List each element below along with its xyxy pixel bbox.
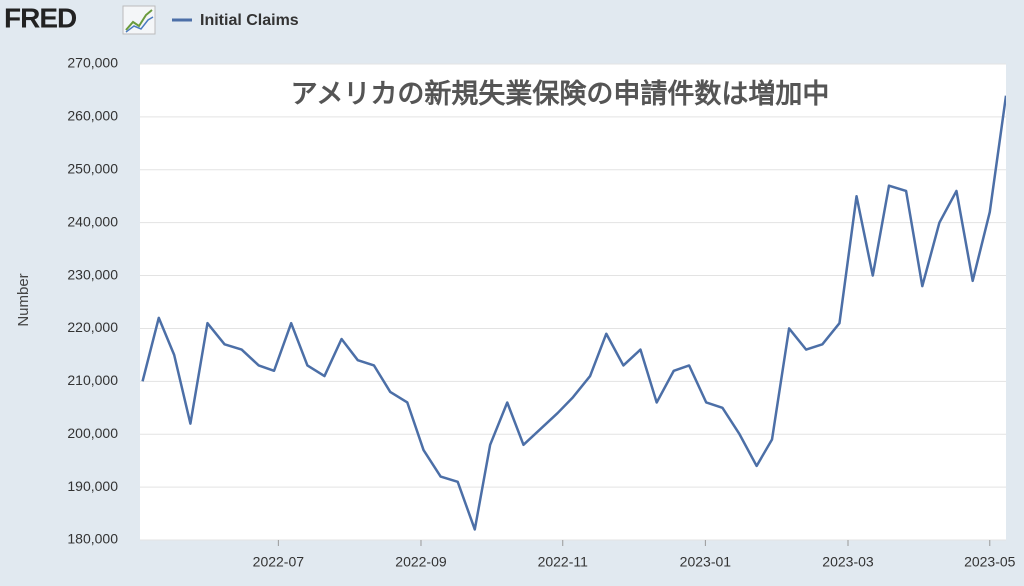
y-tick-label: 200,000 <box>67 425 118 441</box>
logo-icon <box>122 5 156 35</box>
x-tick-label: 2023-05 <box>964 554 1016 570</box>
y-tick-label: 230,000 <box>67 266 118 282</box>
series-line <box>141 95 1006 531</box>
x-tick-label: 2022-11 <box>538 554 589 570</box>
y-tick-label: 250,000 <box>67 160 118 176</box>
y-tick-label: 260,000 <box>67 108 118 124</box>
chart-title: アメリカの新規失業保険の申請件数は増加中 <box>291 78 830 109</box>
y-axis-label: Number <box>15 273 32 326</box>
y-tick-label: 220,000 <box>67 319 118 335</box>
x-tick-label: 2023-01 <box>680 554 732 570</box>
x-tick-label: 2022-09 <box>395 554 447 570</box>
x-tick-label: 2022-07 <box>253 554 305 570</box>
y-tick-label: 270,000 <box>67 55 118 71</box>
x-tick-label: 2023-03 <box>822 554 874 570</box>
y-tick-label: 190,000 <box>67 478 118 494</box>
legend-label[interactable]: Initial Claims <box>200 12 299 29</box>
y-tick-label: 240,000 <box>67 213 118 229</box>
y-tick-label: 180,000 <box>67 531 118 547</box>
plot-area <box>140 64 1006 540</box>
y-tick-label: 210,000 <box>67 372 118 388</box>
logo[interactable]: FRED <box>4 2 78 33</box>
